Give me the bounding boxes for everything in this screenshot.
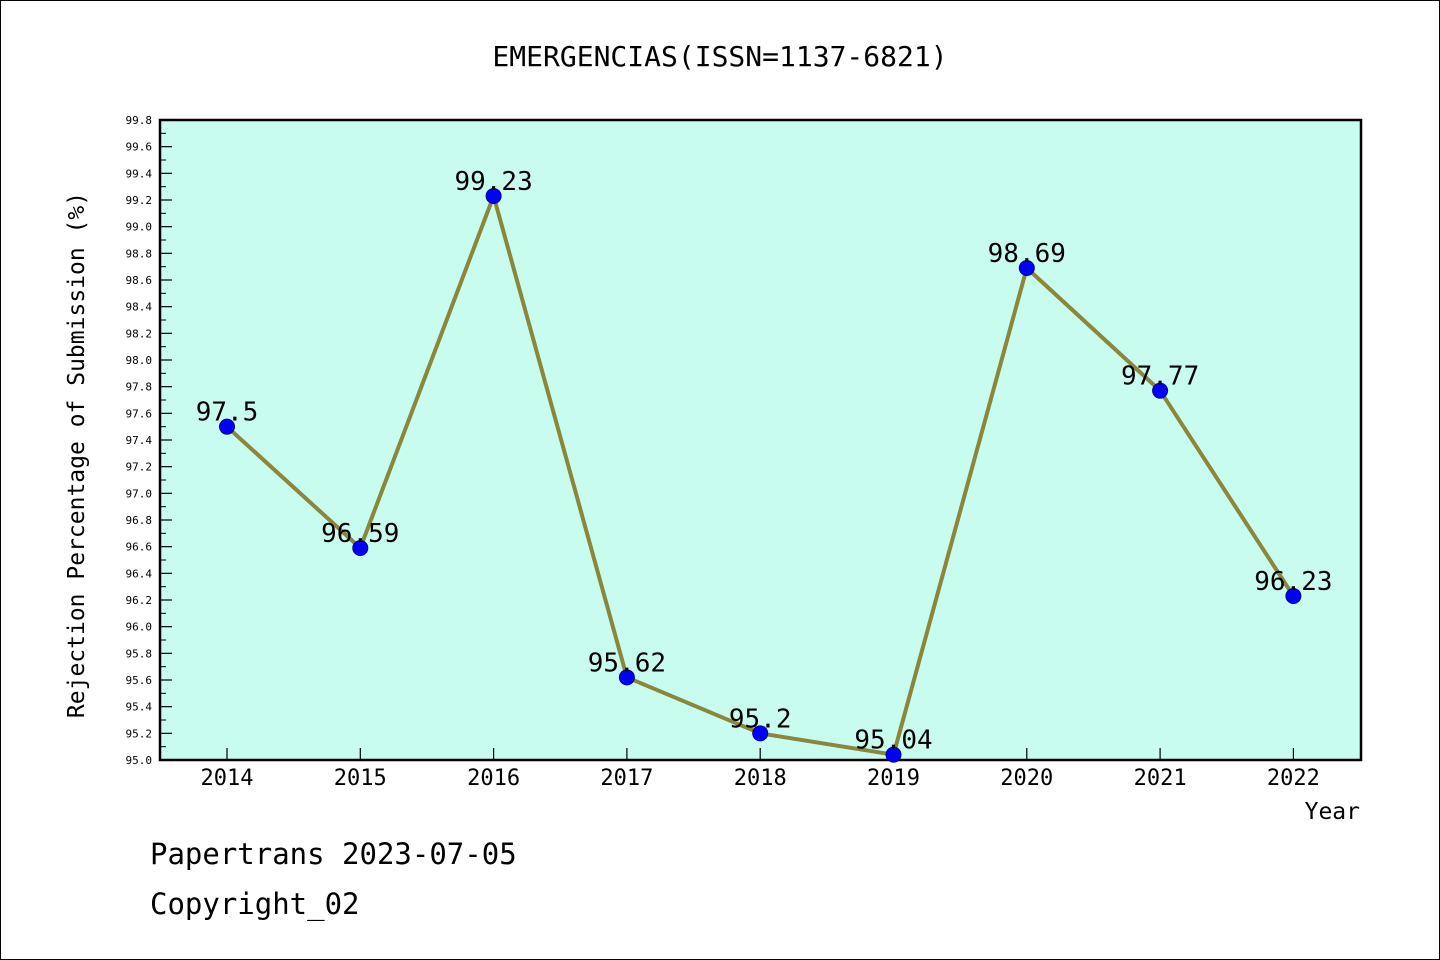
- footer-date: Papertrans 2023-07-05: [150, 837, 517, 871]
- y-tick-label: 95.0: [126, 754, 153, 767]
- y-tick-label: 95.8: [126, 647, 153, 660]
- y-tick-label: 98.4: [126, 301, 153, 314]
- x-tick-label: 2022: [1267, 766, 1320, 791]
- data-point: [1152, 382, 1169, 399]
- y-tick-label: 96.0: [126, 621, 153, 634]
- data-label: 95.62: [588, 648, 666, 678]
- data-point: [885, 746, 902, 763]
- data-label: 95.2: [729, 704, 792, 734]
- y-tick-label: 99.0: [126, 221, 153, 234]
- y-tick-label: 98.8: [126, 247, 153, 260]
- data-point: [1018, 260, 1035, 276]
- y-tick-label: 97.6: [126, 407, 153, 420]
- y-tick-label: 96.6: [126, 541, 153, 554]
- plot-area: [158, 118, 1363, 762]
- y-tick-label: 96.2: [126, 594, 153, 607]
- y-tick-label: 97.2: [126, 461, 153, 474]
- y-axis: 95.0 95.2 95.4 95.6 95.8 96.0 96.2 96.4 96.6 96.8…: [126, 114, 172, 767]
- y-tick-label: 95.6: [126, 674, 153, 687]
- chart-title: EMERGENCIAS(ISSN=1137-6821): [492, 40, 947, 73]
- y-tick-label: 99.8: [126, 114, 153, 127]
- data-point: [1285, 588, 1302, 604]
- data-markers: [219, 188, 1302, 763]
- y-tick-label: 97.8: [126, 381, 153, 394]
- x-tick-label: 2015: [334, 766, 387, 791]
- x-tick-label: 2014: [201, 766, 254, 791]
- y-tick-label: 96.8: [126, 514, 153, 527]
- y-tick-label: 97.4: [126, 434, 153, 447]
- data-label: 96.59: [321, 519, 399, 549]
- y-tick-label: 99.6: [126, 141, 153, 154]
- y-tick-label: 98.2: [126, 327, 153, 340]
- y-tick-label: 98.6: [126, 274, 153, 287]
- y-tick-label: 99.4: [126, 167, 153, 180]
- data-point: [618, 669, 635, 686]
- y-tick-label: 95.4: [126, 701, 153, 714]
- x-tick-label: 2018: [734, 766, 787, 791]
- y-tick-label: 96.4: [126, 567, 153, 580]
- y-tick-label: 98.0: [126, 354, 153, 367]
- x-tick-label: 2021: [1134, 766, 1187, 791]
- y-tick-label: 95.2: [126, 727, 153, 740]
- data-label: 97.5: [196, 398, 259, 428]
- data-label: 95.04: [854, 726, 932, 756]
- y-tick-label: 99.2: [126, 194, 153, 207]
- x-tick-label: 2019: [867, 766, 920, 791]
- x-axis-label: Year: [1305, 799, 1360, 825]
- y-tick-label: 97.0: [126, 487, 153, 500]
- data-point: [485, 188, 502, 204]
- data-point: [752, 725, 769, 742]
- x-tick-label: 2020: [1000, 766, 1053, 791]
- data-label: 97.77: [1121, 362, 1199, 392]
- data-point: [219, 418, 235, 435]
- x-axis: 2014 2015 2016 2017 2018 2019 2020 2021 2022: [201, 748, 1320, 791]
- x-tick-label: 2017: [600, 766, 653, 791]
- y-axis-label: Rejection Percentage of Submission (%): [64, 192, 90, 718]
- x-tick-label: 2016: [467, 766, 520, 791]
- data-label: 98.69: [988, 239, 1066, 269]
- footer-copyright: Copyright_02: [150, 887, 360, 922]
- data-label: 96.23: [1254, 567, 1332, 597]
- data-label: 99.23: [454, 167, 532, 197]
- data-point: [352, 540, 369, 556]
- data-labels: 97.5 96.59 99.23 95.62 95.2 95.04 98.69 97.77 96…: [196, 167, 1333, 756]
